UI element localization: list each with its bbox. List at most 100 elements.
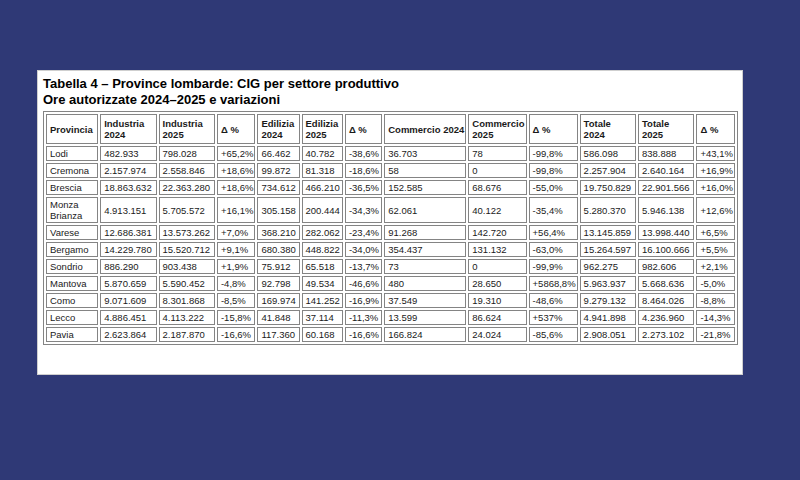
column-header: Edilizia 2025 xyxy=(302,114,343,144)
table-row: Cremona2.157.9742.558.846+18,6%99.87281.… xyxy=(46,163,735,178)
table-row: Como9.071.6098.301.868-8,5%169.974141.25… xyxy=(46,293,735,308)
table-cell: 81.318 xyxy=(302,163,343,178)
table-cell: 36.703 xyxy=(384,146,466,161)
table-cell: 0 xyxy=(468,163,526,178)
table-cell: 62.061 xyxy=(384,197,466,223)
table-cell: 2.273.102 xyxy=(638,327,694,342)
table-cell: -16,6% xyxy=(217,327,256,342)
table-cell: 5.963.937 xyxy=(580,276,636,291)
table-row: Mantova5.870.6595.590.452-4,8%92.79849.5… xyxy=(46,276,735,291)
table-cell: 5.280.370 xyxy=(580,197,636,223)
table-cell: 2.908.051 xyxy=(580,327,636,342)
table-row: Pavia2.623.8642.187.870-16,6%117.36060.1… xyxy=(46,327,735,342)
table-cell: 37.114 xyxy=(302,310,343,325)
table-cell: -15,8% xyxy=(217,310,256,325)
table-cell: 15.520.712 xyxy=(159,242,215,257)
column-header: Commercio 2025 xyxy=(468,114,526,144)
table-cell: 49.534 xyxy=(302,276,343,291)
table-cell: -13,7% xyxy=(345,259,382,274)
table-cell: 886.290 xyxy=(100,259,156,274)
table-cell: 2.257.904 xyxy=(580,163,636,178)
table-cell: 37.549 xyxy=(384,293,466,308)
province-cell: Varese xyxy=(46,225,98,240)
table-cell: -48,6% xyxy=(529,293,578,308)
table-cell: -55,0% xyxy=(529,180,578,195)
table-cell: +18,6% xyxy=(217,180,256,195)
column-header: Edilizia 2024 xyxy=(257,114,299,144)
table-cell: +16,0% xyxy=(696,180,735,195)
table-cell: 60.168 xyxy=(302,327,343,342)
table-cell: -46,6% xyxy=(345,276,382,291)
table-cell: 9.071.609 xyxy=(100,293,156,308)
table-cell: -23,4% xyxy=(345,225,382,240)
table-cell: -4,8% xyxy=(217,276,256,291)
table-cell: -99,8% xyxy=(529,146,578,161)
table-cell: 40.782 xyxy=(302,146,343,161)
table-cell: 131.132 xyxy=(468,242,526,257)
table-cell: -34,0% xyxy=(345,242,382,257)
table-cell: 152.585 xyxy=(384,180,466,195)
table-cell: +537% xyxy=(529,310,578,325)
table-cell: -34,3% xyxy=(345,197,382,223)
table-cell: 4.113.222 xyxy=(159,310,215,325)
column-header: Totale 2024 xyxy=(580,114,636,144)
table-cell: 4.236.960 xyxy=(638,310,694,325)
table-cell: 75.912 xyxy=(257,259,299,274)
province-cell: Como xyxy=(46,293,98,308)
table-cell: 13.145.859 xyxy=(580,225,636,240)
table-cell: 28.650 xyxy=(468,276,526,291)
table-cell: 91.268 xyxy=(384,225,466,240)
table-cell: +5,5% xyxy=(696,242,735,257)
table-cell: 838.888 xyxy=(638,146,694,161)
table-cell: 282.062 xyxy=(302,225,343,240)
table-cell: 798.028 xyxy=(159,146,215,161)
table-cell: 14.229.780 xyxy=(100,242,156,257)
table-cell: 368.210 xyxy=(257,225,299,240)
table-cell: 2.157.974 xyxy=(100,163,156,178)
column-header: Δ % xyxy=(696,114,735,144)
table-cell: 66.462 xyxy=(257,146,299,161)
column-header: Δ % xyxy=(217,114,256,144)
table-cell: 78 xyxy=(468,146,526,161)
table-cell: 117.360 xyxy=(257,327,299,342)
table-cell: -85,6% xyxy=(529,327,578,342)
table-cell: 166.824 xyxy=(384,327,466,342)
table-cell: -14,3% xyxy=(696,310,735,325)
table-row: Sondrio886.290903.438+1,9%75.91265.518-1… xyxy=(46,259,735,274)
table-cell: -36,5% xyxy=(345,180,382,195)
table-cell: 142.720 xyxy=(468,225,526,240)
table-cell: 5.870.659 xyxy=(100,276,156,291)
table-cell: 354.437 xyxy=(384,242,466,257)
table-cell: 586.098 xyxy=(580,146,636,161)
table-cell: 982.606 xyxy=(638,259,694,274)
slide: { "slide": { "background_color": "#2f397… xyxy=(0,0,800,480)
province-cell: Pavia xyxy=(46,327,98,342)
table-cell: 22.901.566 xyxy=(638,180,694,195)
table-cell: 5.705.572 xyxy=(159,197,215,223)
table-cell: +12,6% xyxy=(696,197,735,223)
table-cell: -63,0% xyxy=(529,242,578,257)
table-cell: 4.913.151 xyxy=(100,197,156,223)
table-panel: Tabella 4 – Province lombarde: CIG per s… xyxy=(37,70,743,375)
table-cell: 92.798 xyxy=(257,276,299,291)
table-cell: 40.122 xyxy=(468,197,526,223)
column-header: Totale 2025 xyxy=(638,114,694,144)
table-cell: 680.380 xyxy=(257,242,299,257)
table-cell: +65,2% xyxy=(217,146,256,161)
province-cell: Lecco xyxy=(46,310,98,325)
table-cell: 305.158 xyxy=(257,197,299,223)
table-cell: 480 xyxy=(384,276,466,291)
table-cell: 448.822 xyxy=(302,242,343,257)
table-cell: 41.848 xyxy=(257,310,299,325)
table-cell: +6,5% xyxy=(696,225,735,240)
table-cell: 2.640.164 xyxy=(638,163,694,178)
table-cell: -21,8% xyxy=(696,327,735,342)
table-cell: 8.301.868 xyxy=(159,293,215,308)
table-cell: +16,1% xyxy=(217,197,256,223)
table-cell: +56,4% xyxy=(529,225,578,240)
province-cell: Brescia xyxy=(46,180,98,195)
table-cell: 466.210 xyxy=(302,180,343,195)
table-title: Tabella 4 – Province lombarde: CIG per s… xyxy=(43,76,738,92)
table-row: Lodi482.933798.028+65,2%66.46240.782-38,… xyxy=(46,146,735,161)
table-cell: 19.750.829 xyxy=(580,180,636,195)
